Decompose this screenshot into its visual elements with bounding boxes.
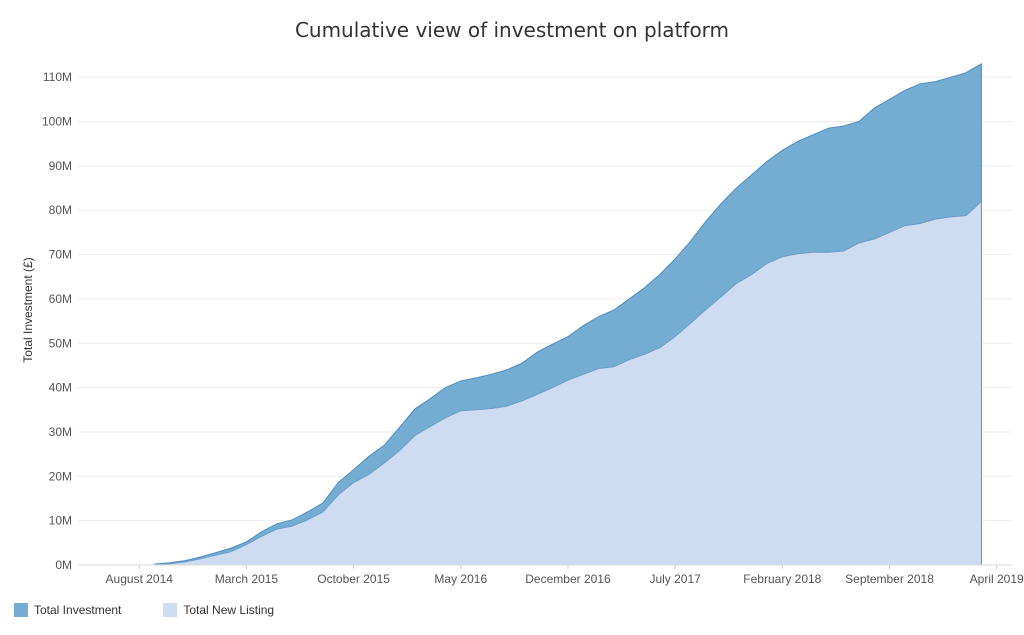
- y-tick-label: 80M: [49, 203, 72, 217]
- y-tick-label: 0M: [55, 558, 72, 572]
- y-tick-label: 100M: [42, 115, 72, 129]
- x-tick-label: August 2014: [106, 572, 174, 586]
- chart-areas: [154, 63, 982, 566]
- legend-label-total-investment: Total Investment: [34, 603, 122, 617]
- legend-label-total-new-listing: Total New Listing: [183, 603, 275, 617]
- y-tick-label: 70M: [49, 248, 72, 262]
- y-tick-label: 20M: [49, 469, 72, 483]
- legend: Total Investment Total New Listing: [14, 600, 316, 620]
- axes: 0M 10M 20M 30M 40M 50M 60M 70M 80M 90M 100M 110M Aug…: [42, 70, 1024, 586]
- y-tick-label: 110M: [43, 70, 72, 84]
- x-tick-label: April 2019: [970, 572, 1024, 586]
- legend-swatch-total-investment: [14, 603, 28, 617]
- x-tick-label: December 2016: [525, 572, 611, 586]
- x-tick-label: October 2015: [317, 572, 390, 586]
- area-chart: 0M 10M 20M 30M 40M 50M 60M 70M 80M 90M 100M 110M Aug…: [21, 63, 1024, 586]
- y-axis-label: Total Investment (£): [21, 257, 35, 362]
- y-tick-label: 90M: [49, 159, 72, 173]
- x-tick-label: March 2015: [215, 572, 279, 586]
- x-tick-label: February 2018: [743, 572, 821, 586]
- x-tick-label: July 2017: [649, 572, 701, 586]
- legend-item-total-investment[interactable]: Total Investment: [14, 603, 121, 617]
- chart-title: Cumulative view of investment on platfor…: [294, 18, 730, 42]
- x-tick-label: September 2018: [845, 572, 934, 586]
- y-tick-label: 30M: [49, 425, 72, 439]
- y-tick-label: 50M: [49, 336, 72, 350]
- y-tick-label: 60M: [49, 292, 72, 306]
- x-tick-label: May 2016: [434, 572, 487, 586]
- area-total-new-listing[interactable]: [154, 200, 982, 566]
- y-tick-label: 40M: [49, 381, 72, 395]
- legend-swatch-total-new-listing: [163, 603, 178, 617]
- legend-item-total-new-listing[interactable]: Total New Listing: [163, 603, 274, 617]
- y-tick-label: 10M: [49, 514, 72, 528]
